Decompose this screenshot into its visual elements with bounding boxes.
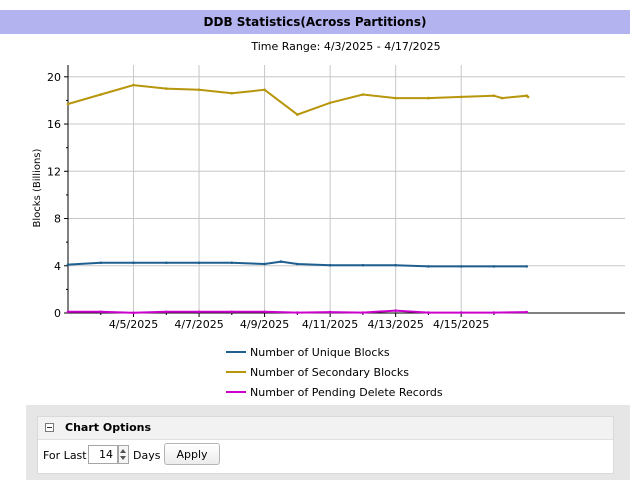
series-point-3 (99, 310, 103, 314)
series-point-1 (427, 265, 430, 268)
chart-title: DDB Statistics(Across Partitions) (0, 10, 630, 34)
y-tick-label: 12 (47, 165, 61, 178)
series-point-3 (459, 311, 463, 314)
series-point-1 (296, 262, 299, 266)
series-point-3 (525, 310, 528, 314)
series-point-3 (328, 310, 332, 314)
x-tick-label: 4/9/2025 (240, 318, 289, 331)
series-point-2 (230, 92, 234, 95)
spin-down-icon[interactable] (120, 456, 126, 460)
series-point-3 (165, 310, 168, 314)
series-point-2 (427, 96, 430, 100)
y-tick-label: 4 (54, 260, 61, 273)
series-point-2 (296, 113, 299, 116)
series-point-3 (296, 311, 299, 314)
series-point-3 (394, 309, 397, 312)
legend-label: Number of Pending Delete Records (250, 385, 443, 399)
series-point-3 (427, 311, 430, 314)
series-point-1 (197, 261, 201, 265)
y-tick-label: 16 (47, 118, 61, 131)
y-tick-label: 0 (54, 307, 61, 320)
series-point-2 (526, 95, 530, 99)
legend-swatch (226, 371, 246, 373)
series-point-1 (99, 261, 103, 265)
y-axis-label: Blocks (Billions) (32, 148, 43, 227)
series-point-2 (459, 95, 463, 99)
series-point-1 (361, 263, 365, 267)
series-line-2 (67, 84, 529, 116)
x-tick-label: 4/5/2025 (109, 318, 158, 331)
series-point-3 (492, 311, 496, 314)
axes: 0 4 8 12 16 20 4/5/2025 4/7/2025 4/9/2025 4/11/20… (47, 65, 625, 331)
days-spinner[interactable] (118, 445, 129, 464)
for-last-label: For Last (43, 449, 87, 462)
series-point-3 (132, 311, 135, 315)
days-input[interactable] (88, 445, 118, 464)
legend-label: Number of Secondary Blocks (250, 365, 410, 379)
legend-item: Number of Unique Blocks (226, 342, 443, 362)
series-point-1 (263, 262, 266, 266)
apply-button[interactable]: Apply (164, 443, 220, 465)
series-point-2 (361, 93, 365, 96)
series-point-2 (492, 94, 496, 97)
chart-options-title: Chart Options (65, 421, 152, 434)
collapse-minus-icon[interactable] (45, 423, 54, 432)
series-point-3 (230, 310, 234, 314)
chart-options-header[interactable]: Chart Options (38, 417, 613, 440)
x-tick-label: 4/7/2025 (174, 318, 223, 331)
grid (68, 65, 625, 314)
y-tick-label: 8 (54, 213, 61, 226)
line-chart: Blocks (Billions) 0 4 8 12 16 20 4/5/2025 4/7/2… (32, 65, 625, 331)
x-tick-label: 4/15/2025 (433, 318, 489, 331)
series-point-3 (263, 310, 266, 314)
series-point-2 (165, 87, 168, 90)
series-point-3 (66, 310, 70, 314)
y-tick-label: 20 (47, 71, 61, 84)
series-point-2 (500, 96, 504, 100)
series-point-3 (361, 311, 365, 314)
series-point-1 (132, 261, 135, 265)
legend-item: Number of Secondary Blocks (226, 362, 443, 382)
series-point-1 (66, 263, 70, 266)
series-point-1 (394, 263, 397, 267)
series-point-1 (459, 265, 463, 268)
chart-options-panel: Chart Options For Last Days Apply (37, 416, 614, 474)
series-point-1 (525, 265, 528, 268)
legend-swatch (226, 391, 246, 393)
series-point-2 (99, 93, 103, 96)
time-range-subtitle: Time Range: 4/3/2025 - 4/17/2025 (251, 40, 441, 53)
series-point-2 (132, 83, 135, 87)
spin-up-icon[interactable] (120, 449, 126, 453)
x-tick-label: 4/13/2025 (367, 318, 423, 331)
series-point-2 (263, 88, 266, 92)
x-tick-label: 4/11/2025 (302, 318, 358, 331)
series-point-2 (197, 88, 201, 92)
series (66, 83, 530, 315)
days-label: Days (133, 449, 161, 462)
series-point-2 (394, 96, 397, 100)
series-point-3 (197, 310, 201, 314)
series-point-1 (279, 260, 283, 263)
legend: Number of Unique Blocks Number of Seconda… (226, 342, 443, 402)
series-line-1 (67, 260, 527, 268)
legend-item: Number of Pending Delete Records (226, 382, 443, 402)
series-point-1 (492, 265, 496, 268)
series-point-2 (328, 101, 332, 105)
series-point-2 (66, 102, 70, 106)
series-point-1 (230, 261, 234, 265)
legend-swatch (226, 351, 246, 353)
series-point-1 (165, 261, 168, 265)
legend-label: Number of Unique Blocks (250, 345, 390, 359)
series-point-1 (328, 263, 332, 267)
